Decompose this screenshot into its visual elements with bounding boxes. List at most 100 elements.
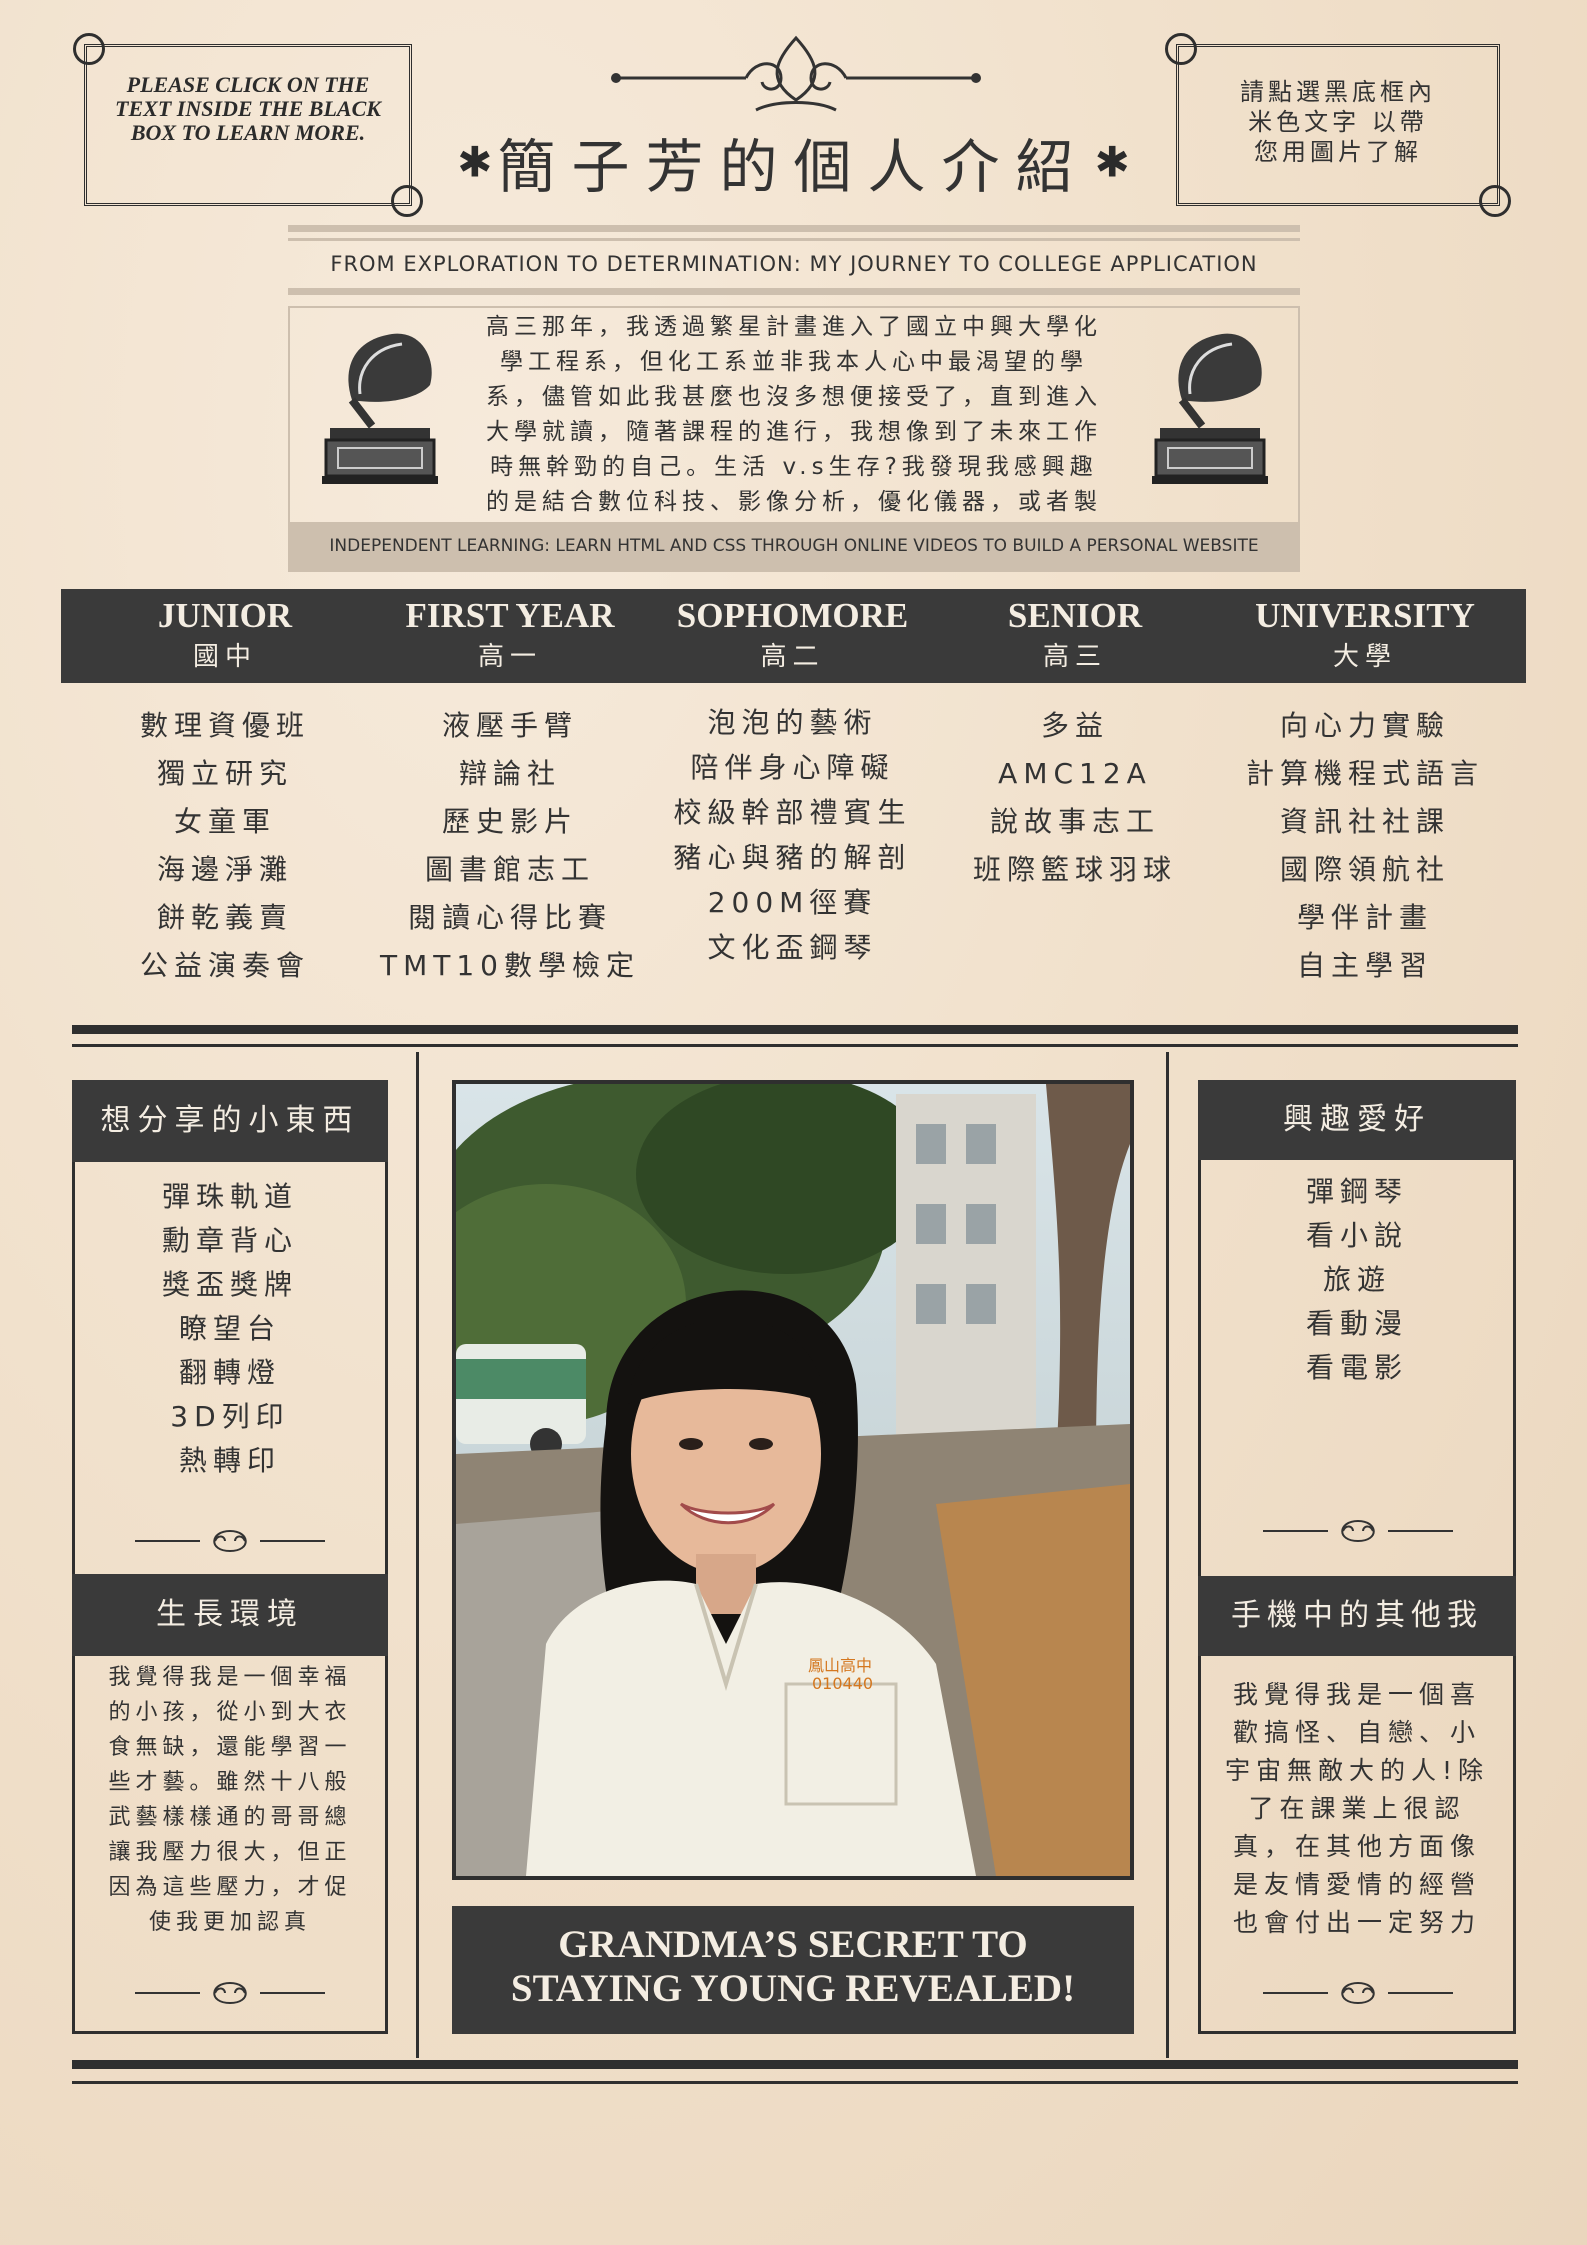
flourish-icon [1258,1978,1458,2008]
timeline-col-first-year[interactable]: FIRST YEAR 高一 [370,596,650,673]
timeline-col-title[interactable]: FIRST YEAR [405,596,615,635]
right-note-line: 米色文字 以帶 [1248,108,1428,136]
timeline-header-bar [61,589,1526,683]
list-item: 資訊社社課 [1279,805,1450,838]
list-item: 豬心與豬的解剖 [673,841,912,874]
timeline-list-junior: 數理資優班 獨立研究 女童軍 海邊淨灘 餅乾義賣 公益演奏會 [80,702,370,990]
list-item: AMC12A [998,757,1152,790]
list-item: 陪伴身心障礙 [690,751,895,784]
timeline-col-junior[interactable]: JUNIOR 國中 [80,596,370,673]
gramophone-left-icon [312,330,442,490]
phone-text: 我覺得我是一個喜歡搞怪、自戀、小宇宙無敵大的人!除了在課業上很認真，在其他方面像… [1224,1680,1490,1937]
list-item: 多益 [1040,709,1109,742]
list-item: 3D列印 [170,1400,290,1433]
flourish-icon [130,1526,330,1556]
list-item: 看電影 [1305,1351,1408,1384]
intro-box [288,306,1300,524]
timeline-list-university: 向心力實驗 計算機程式語言 資訊社社課 國際領航社 學伴計畫 自主學習 [1215,702,1515,990]
timeline-col-subtitle[interactable]: 高一 [477,642,542,672]
timeline-col-title[interactable]: SOPHOMORE [676,596,909,635]
list-item: 女童軍 [173,805,276,838]
list-item: TMT10數學檢定 [380,949,640,982]
hobby-title[interactable]: 興趣愛好 [1198,1080,1516,1160]
flourish-icon [130,1978,330,2008]
photo-caption-box[interactable] [452,1906,1134,2034]
timeline-col-subtitle[interactable]: 高三 [1042,642,1107,672]
timeline-col-title[interactable]: JUNIOR [157,596,293,635]
hobby-list: 彈鋼琴 看小說 旅遊 看動漫 看電影 [1198,1170,1516,1390]
list-item: 瞭望台 [178,1312,281,1345]
page-title: 簡子芳的個人介紹 [497,133,1090,201]
list-item: 獨立研究 [156,757,293,790]
timeline-list-sophomore: 泡泡的藝術 陪伴身心障礙 校級幹部禮賓生 豬心與豬的解剖 200M徑賽 文化盃鋼… [650,700,935,970]
subtitle-rule-top [288,225,1300,232]
list-item: 翻轉燈 [178,1356,281,1389]
share-title[interactable]: 想分享的小東西 [72,1080,388,1162]
timeline-col-title[interactable]: UNIVERSITY [1255,596,1475,635]
list-item: 餅乾義賣 [156,901,293,934]
right-note-line: 您用圖片了解 [1254,138,1422,166]
title-star-icon: ✱ [1094,137,1130,187]
caption-line-1[interactable]: GRANDMA’S SECRET TO [558,1923,1028,1966]
list-item: 彈珠軌道 [161,1180,298,1213]
list-item: 泡泡的藝術 [707,706,878,739]
list-item: 看動漫 [1305,1307,1408,1340]
phone-title[interactable]: 手機中的其他我 [1198,1576,1516,1656]
top-ornament [606,30,986,130]
list-item: 熱轉印 [178,1444,281,1477]
list-item: 辯論社 [458,757,561,790]
list-item: 自主學習 [1296,949,1433,982]
list-item: 歷史影片 [441,805,578,838]
list-item: 公益演奏會 [139,949,310,982]
list-item: 旅遊 [1322,1263,1391,1296]
list-item: 勳章背心 [161,1224,298,1257]
list-item: 班際籃球羽球 [972,853,1177,886]
section-rule-top [72,1025,1518,1034]
intro-footer-band[interactable] [288,524,1300,572]
shirt-number: 010440 [812,1674,874,1693]
list-item: 文化盃鋼琴 [707,931,878,964]
timeline-col-subtitle[interactable]: 高二 [760,642,825,672]
timeline-col-university[interactable]: UNIVERSITY 大學 [1215,596,1515,673]
list-item: 向心力實驗 [1279,709,1450,742]
list-item: 說故事志工 [989,805,1160,838]
list-item: 閱讀心得比賽 [407,901,612,934]
profile-photo: 鳳山高中 010440 [452,1080,1134,1880]
timeline-list-senior: 多益 AMC12A 說故事志工 班際籃球羽球 [935,702,1215,894]
timeline-col-senior[interactable]: SENIOR 高三 [935,596,1215,673]
section-rule-top2 [72,1044,1518,1047]
subtitle-rule-bottom [288,288,1300,295]
subtitle-rule-top2 [288,238,1300,241]
right-note-text: 請點選黑底框內 米色文字 以帶 您用圖片了解 [1189,77,1487,167]
right-note-line: 請點選黑底框內 [1240,78,1436,106]
timeline-col-title[interactable]: SENIOR [1007,596,1143,635]
list-item: 校級幹部禮賓生 [673,796,912,829]
timeline-col-subtitle[interactable]: 大學 [1332,642,1397,672]
column-divider-right [1166,1052,1169,2058]
list-item: 海邊淨灘 [156,853,293,886]
section-rule-bottom2 [72,2081,1518,2084]
timeline-col-sophomore[interactable]: SOPHOMORE 高二 [650,596,935,673]
column-divider-left [416,1052,419,2058]
flourish-icon [1258,1516,1458,1546]
list-item: 國際領航社 [1279,853,1450,886]
title-star-icon: ✱ [457,137,493,187]
gramophone-right-icon [1142,330,1272,490]
list-item: 彈鋼琴 [1305,1175,1408,1208]
left-note-box: PLEASE CLICK ON THE TEXT INSIDE THE BLAC… [73,33,423,217]
list-item: 圖書館志工 [424,853,595,886]
share-list: 彈珠軌道 勳章背心 獎盃獎牌 瞭望台 翻轉燈 3D列印 熱轉印 [72,1175,388,1483]
env-text: 我覺得我是一個幸福的小孩，從小到大衣食無缺，還能學習一些才藝。雖然十八般武藝樣樣… [108,1665,352,1935]
list-item: 看小說 [1305,1219,1408,1252]
env-title[interactable]: 生長環境 [72,1574,388,1656]
list-item: 獎盃獎牌 [161,1268,298,1301]
intro-footer[interactable]: INDEPENDENT LEARNING: LEARN HTML AND CSS… [329,536,1259,556]
caption-line-2[interactable]: STAYING YOUNG REVEALED! [510,1967,1076,2010]
left-note-text: PLEASE CLICK ON THE TEXT INSIDE THE BLAC… [115,72,381,145]
timeline-list-first-year: 液壓手臂 辯論社 歷史影片 圖書館志工 閱讀心得比賽 TMT10數學檢定 [370,702,650,990]
list-item: 200M徑賽 [707,886,878,919]
page-title-row: ✱ 簡子芳的個人介紹 ✱ [430,120,1157,210]
subtitle: FROM EXPLORATION TO DETERMINATION: MY JO… [330,252,1258,276]
shirt-label: 鳳山高中 [808,1656,873,1675]
timeline-col-subtitle[interactable]: 國中 [192,642,257,672]
